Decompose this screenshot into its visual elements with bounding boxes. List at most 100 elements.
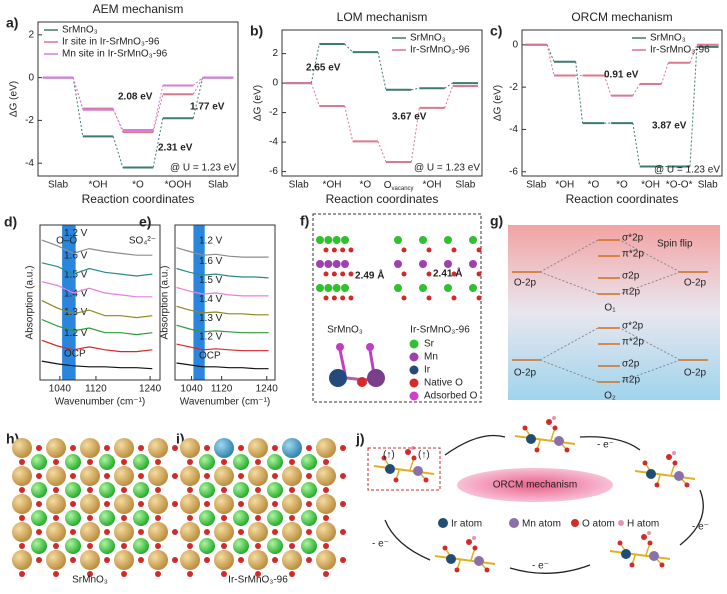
atom xyxy=(187,543,193,549)
x-tick-label: 1120 xyxy=(211,384,233,395)
atom xyxy=(306,445,312,451)
atom xyxy=(187,515,193,521)
atom xyxy=(282,522,302,542)
atom xyxy=(87,571,93,577)
mo-diagram xyxy=(512,239,708,383)
atom xyxy=(204,473,210,479)
atom xyxy=(31,538,47,554)
spectrum xyxy=(176,247,269,258)
x-tick-label: *OH xyxy=(555,180,574,191)
atom xyxy=(121,571,127,577)
panel-i: i) Ir-SrMnO₃-96 xyxy=(176,431,346,586)
x-axis-label: Reaction coordinates xyxy=(326,192,439,206)
atom xyxy=(46,494,66,514)
y-tick-label: 0 xyxy=(28,72,34,83)
atom xyxy=(289,459,295,465)
atom xyxy=(46,550,66,570)
atom xyxy=(316,494,336,514)
atom xyxy=(340,295,346,301)
x-tick-label: *OH xyxy=(641,180,660,191)
annotation: O–O xyxy=(56,236,77,247)
legend-label: Ir-SrMnO₃-96 xyxy=(650,45,710,56)
atom xyxy=(180,466,200,486)
atom xyxy=(248,438,268,458)
step: - e⁻ xyxy=(692,522,709,533)
panel-label: c) xyxy=(490,23,502,39)
atom xyxy=(214,494,234,514)
atom xyxy=(423,477,429,483)
atom xyxy=(238,529,244,535)
x-tick-label: 1040 xyxy=(49,384,72,395)
atom xyxy=(301,538,317,554)
atom xyxy=(401,247,407,253)
atom xyxy=(238,557,244,563)
atom xyxy=(554,436,564,446)
atom xyxy=(393,477,399,483)
atom xyxy=(148,494,168,514)
atom xyxy=(316,522,336,542)
connector xyxy=(689,46,698,167)
panel-label: f) xyxy=(300,213,309,229)
legend-label: Mn site in Ir-SrMnO₃-96 xyxy=(62,49,168,60)
highlight-box xyxy=(367,447,441,491)
series-label: 1.3 V xyxy=(199,313,223,324)
atom xyxy=(53,459,59,465)
atom xyxy=(564,447,570,453)
atom xyxy=(472,536,476,540)
x-tick-label-sub: vacancy xyxy=(392,186,414,192)
atom xyxy=(405,449,411,455)
x-tick-label-main: O xyxy=(384,180,392,191)
atom xyxy=(204,557,210,563)
connector xyxy=(546,44,555,62)
atom xyxy=(451,271,457,277)
y-axis-label: Absorption (a.u.) xyxy=(25,266,36,340)
atom xyxy=(172,557,178,563)
structure xyxy=(316,236,482,301)
atom xyxy=(199,510,215,526)
atom xyxy=(301,510,317,526)
connector xyxy=(344,43,354,53)
y-tick-label: -4 xyxy=(509,124,518,135)
atom xyxy=(672,460,678,466)
atom xyxy=(19,515,25,521)
step: - e⁻ xyxy=(372,539,389,550)
atom xyxy=(466,539,472,545)
atom xyxy=(323,571,329,577)
condition: @ U = 1.23 eV xyxy=(170,163,236,174)
atom xyxy=(289,571,295,577)
atom xyxy=(53,487,59,493)
structure-name: SrMnO₃ xyxy=(72,575,108,586)
atom xyxy=(148,466,168,486)
atom xyxy=(340,247,346,253)
condition: @ U = 1.23 eV xyxy=(414,163,480,174)
connector xyxy=(192,77,204,95)
x-tick-label: Slab xyxy=(698,180,718,191)
atom xyxy=(65,454,81,470)
chart-title: ORCM mechanism xyxy=(571,10,672,24)
spectrum xyxy=(176,362,269,370)
atom xyxy=(87,543,93,549)
guide xyxy=(619,359,681,383)
atom xyxy=(80,494,100,514)
atom xyxy=(476,247,482,253)
atom xyxy=(289,487,295,493)
guide xyxy=(619,271,681,295)
annotation: 2.08 eV xyxy=(118,92,153,103)
atom xyxy=(469,236,477,244)
panel-h: h) SrMnO₃ xyxy=(6,431,178,586)
atom xyxy=(617,540,623,546)
atom xyxy=(301,454,317,470)
atom xyxy=(394,260,402,268)
atom xyxy=(331,271,337,277)
atom xyxy=(340,529,346,535)
atom xyxy=(306,473,312,479)
atom xyxy=(138,501,144,507)
atom xyxy=(401,295,407,301)
atom xyxy=(282,494,302,514)
axes-frame xyxy=(37,21,239,177)
atom xyxy=(451,247,457,253)
atom xyxy=(324,236,333,244)
atom xyxy=(187,487,193,493)
atom xyxy=(340,473,346,479)
y-tick-label: 0 xyxy=(512,39,518,50)
